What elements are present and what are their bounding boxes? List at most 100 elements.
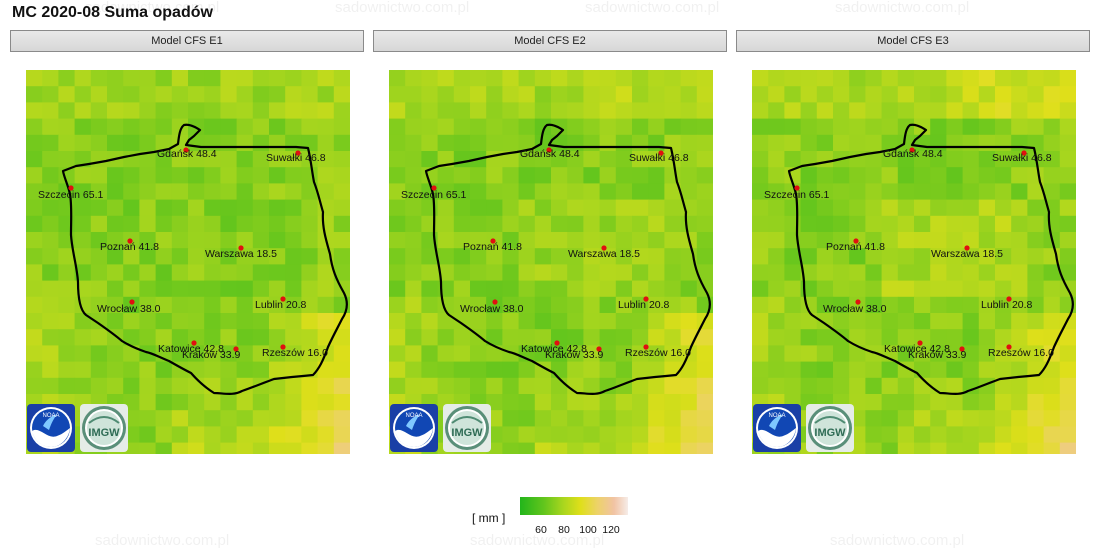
map-grid-cell (768, 86, 785, 103)
map-grid-cell (664, 183, 682, 201)
map-grid-cell (26, 264, 43, 282)
map-grid-cell (800, 167, 818, 184)
map-grid-cell (285, 394, 302, 411)
map-grid-cell (421, 329, 439, 346)
map-grid-cell (696, 248, 713, 265)
map-grid-cell (42, 199, 59, 217)
map-grid-cell (486, 313, 503, 330)
map-grid-cell (42, 215, 59, 233)
map-grid-cell (567, 329, 584, 346)
map-grid-cell (849, 102, 866, 120)
map-grid-cell (632, 215, 649, 233)
map-grid-cell (502, 70, 520, 87)
map-grid-cell (567, 280, 584, 298)
map-grid-cell (204, 394, 221, 411)
map-grid-cell (405, 313, 422, 330)
map-grid-cell (486, 377, 503, 395)
map-grid-cell (269, 394, 286, 411)
map-grid-cell (632, 102, 649, 120)
svg-text:IMGW: IMGW (814, 427, 846, 439)
map-grid-cell (583, 167, 601, 184)
map-grid-cell (236, 313, 254, 330)
map-grid-cell (849, 134, 866, 152)
svg-text:NOAA: NOAA (42, 413, 59, 419)
map-grid-cell (881, 86, 899, 103)
map-grid-cell (897, 296, 915, 314)
map-grid-cell (946, 183, 964, 201)
map-grid-cell (567, 118, 584, 136)
map-grid-cell (301, 329, 319, 346)
map-grid-cell (518, 394, 536, 411)
map-grid-cell (583, 313, 601, 330)
map-grid-cell (680, 410, 698, 427)
map-grid-cell (470, 264, 487, 282)
map-grid-cell (220, 232, 238, 249)
map-grid-cell (599, 215, 617, 233)
city-label: Katowice 42.8 (884, 343, 950, 355)
map-grid-cell (107, 248, 124, 265)
map-grid-cell (648, 329, 665, 346)
map-grid-cell (897, 199, 915, 217)
map-grid-cell (26, 70, 43, 87)
map-grid-cell (405, 215, 422, 233)
map-grid-cell (696, 410, 713, 427)
map-grid-cell (914, 248, 931, 265)
map-grid-cell (389, 361, 406, 379)
map-grid-cell (470, 134, 487, 152)
map-grid-cell (518, 377, 536, 395)
map-grid-cell (453, 264, 471, 282)
city-label: Szczecin 65.1 (401, 189, 467, 201)
map-grid-cell (551, 345, 568, 363)
map-grid-cell (978, 167, 996, 184)
map-grid-cell (995, 377, 1012, 395)
map-grid-cell (236, 215, 254, 233)
map-grid-cell (518, 329, 536, 346)
map-grid-cell (784, 296, 802, 314)
map-grid-cell (1011, 329, 1028, 346)
map-grid-cell (58, 313, 76, 330)
map-grid-cell (534, 329, 552, 346)
map-grid-cell (405, 264, 422, 282)
map-grid-cell (752, 296, 769, 314)
map-grid-cell (155, 183, 173, 201)
map-grid-cell (914, 151, 931, 168)
map-grid-cell (551, 296, 568, 314)
map-grid-cell (26, 296, 43, 314)
map-grid-cell (995, 70, 1012, 87)
map-grid-cell (269, 313, 286, 330)
map-grid-cell (188, 361, 205, 379)
map-grid-cell (123, 134, 140, 152)
map-grid-cell (567, 394, 584, 411)
map-grid-cell (405, 280, 422, 298)
map-grid-cell (648, 118, 665, 136)
map-grid-cell (301, 345, 319, 363)
map-grid-cell (421, 296, 439, 314)
map-grid-cell (914, 345, 931, 363)
map-grid-cell (696, 232, 713, 249)
map-grid-cell (946, 426, 964, 444)
map-grid-cell (42, 296, 59, 314)
map-grid-cell (930, 264, 947, 282)
map-grid-cell (236, 183, 254, 201)
map-grid-cell (599, 296, 617, 314)
map-grid-cell (800, 264, 818, 282)
city-marker (238, 245, 244, 251)
map-grid-cell (421, 264, 439, 282)
map-grid-cell (518, 264, 536, 282)
map-grid-cell (664, 102, 682, 120)
map-grid-cell (123, 70, 140, 87)
map-grid-cell (453, 86, 471, 103)
map-grid-cell (865, 118, 883, 136)
map-grid-cell (518, 151, 536, 168)
map-grid-cell (502, 410, 520, 427)
map-grid-cell (648, 199, 665, 217)
map-grid-cell (946, 167, 964, 184)
map-grid-cell (502, 361, 520, 379)
map-grid-cell (285, 361, 302, 379)
map-grid-cell (800, 183, 818, 201)
map-grid-cell (946, 232, 964, 249)
map-grid-cell (486, 167, 503, 184)
imgw-logo: IMGW (806, 404, 854, 452)
map-grid-cell (752, 134, 769, 152)
map-grid-cell (269, 199, 286, 217)
